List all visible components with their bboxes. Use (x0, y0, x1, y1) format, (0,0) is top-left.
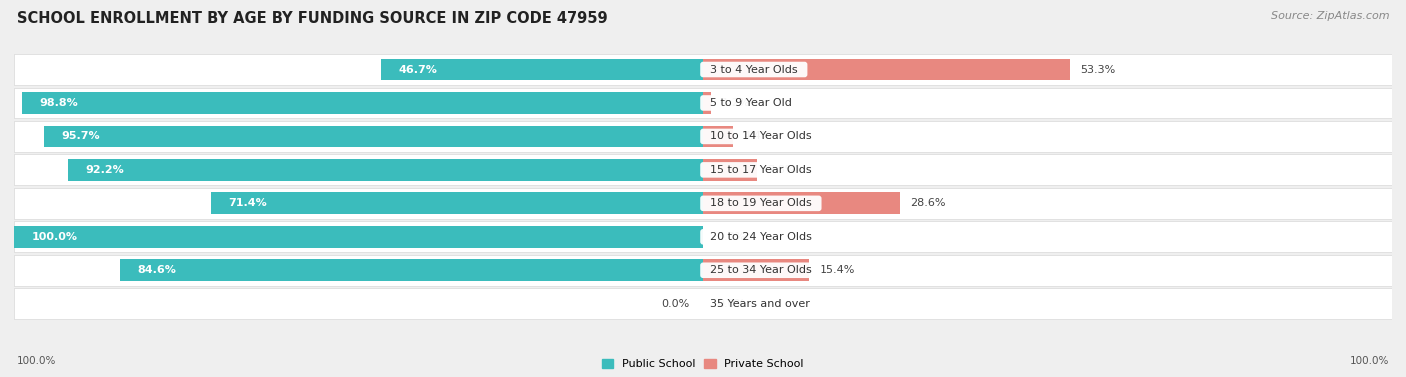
Bar (14, 288, 1392, 319)
Text: 84.6%: 84.6% (138, 265, 176, 275)
Bar (22, 92, 703, 114)
Bar (14, 121, 1392, 152)
Text: 35 Years and over: 35 Years and over (703, 299, 817, 309)
Text: 10 to 14 Year Olds: 10 to 14 Year Olds (703, 132, 818, 141)
Text: 98.8%: 98.8% (39, 98, 79, 108)
Text: 20 to 24 Year Olds: 20 to 24 Year Olds (703, 232, 818, 242)
Bar (14, 188, 1392, 219)
Bar (211, 193, 703, 214)
Text: 15.4%: 15.4% (820, 265, 855, 275)
Bar (703, 92, 711, 114)
Text: 7.8%: 7.8% (768, 165, 796, 175)
Bar (14, 54, 1392, 85)
Bar (44, 126, 703, 147)
Text: 18 to 19 Year Olds: 18 to 19 Year Olds (703, 198, 818, 208)
Bar (14, 155, 1392, 185)
Text: 0.0%: 0.0% (717, 232, 745, 242)
Text: 0.0%: 0.0% (717, 299, 745, 309)
Text: 25 to 34 Year Olds: 25 to 34 Year Olds (703, 265, 818, 275)
Text: 4.4%: 4.4% (744, 132, 772, 141)
Bar (14, 255, 1392, 286)
Bar (703, 59, 1070, 80)
Text: 28.6%: 28.6% (910, 198, 946, 208)
Text: 100.0%: 100.0% (1350, 356, 1389, 366)
Text: 71.4%: 71.4% (228, 198, 267, 208)
Text: 3 to 4 Year Olds: 3 to 4 Year Olds (703, 64, 804, 75)
Text: Source: ZipAtlas.com: Source: ZipAtlas.com (1271, 11, 1389, 21)
Bar (14, 221, 1392, 252)
Text: 95.7%: 95.7% (60, 132, 100, 141)
Text: 100.0%: 100.0% (31, 232, 77, 242)
Bar (703, 126, 734, 147)
Bar (67, 159, 703, 181)
Text: 15 to 17 Year Olds: 15 to 17 Year Olds (703, 165, 818, 175)
Bar (14, 87, 1392, 118)
Text: 53.3%: 53.3% (1081, 64, 1116, 75)
Bar (381, 59, 703, 80)
Text: 0.0%: 0.0% (661, 299, 689, 309)
Text: 5 to 9 Year Old: 5 to 9 Year Old (703, 98, 799, 108)
Text: 100.0%: 100.0% (17, 356, 56, 366)
Bar (703, 159, 756, 181)
Bar (120, 259, 703, 281)
Text: SCHOOL ENROLLMENT BY AGE BY FUNDING SOURCE IN ZIP CODE 47959: SCHOOL ENROLLMENT BY AGE BY FUNDING SOUR… (17, 11, 607, 26)
Legend: Public School, Private School: Public School, Private School (598, 354, 808, 374)
Bar (14, 226, 703, 248)
Text: 46.7%: 46.7% (398, 64, 437, 75)
Text: 92.2%: 92.2% (84, 165, 124, 175)
Text: 1.2%: 1.2% (721, 98, 749, 108)
Bar (703, 259, 808, 281)
Bar (703, 193, 900, 214)
